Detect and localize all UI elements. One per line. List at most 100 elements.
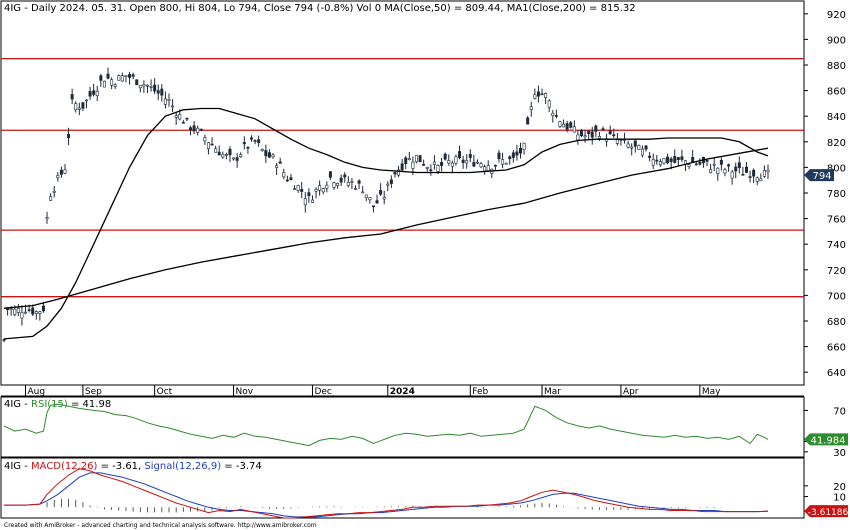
candle-body bbox=[131, 74, 135, 77]
candle-body bbox=[102, 80, 106, 88]
candle-body bbox=[217, 151, 221, 156]
candle-body bbox=[648, 155, 652, 158]
candle-body bbox=[608, 130, 612, 135]
candle-body bbox=[49, 196, 53, 201]
macd-signal-line bbox=[4, 472, 769, 518]
candle-body bbox=[540, 93, 544, 96]
macd-title-signal-value: = -3.74 bbox=[221, 461, 262, 472]
candle-body bbox=[364, 194, 368, 198]
candle-body bbox=[411, 161, 415, 169]
candle-body bbox=[386, 183, 390, 186]
candle-body bbox=[583, 135, 587, 138]
candle-body bbox=[669, 158, 673, 162]
rsi-panel: 70 30 41.984 bbox=[3, 403, 848, 459]
candle-body bbox=[318, 185, 322, 191]
candle-body bbox=[257, 139, 261, 144]
candle-body bbox=[425, 167, 429, 169]
candle-body bbox=[38, 311, 42, 314]
candle-body bbox=[443, 153, 447, 160]
candle-body bbox=[529, 106, 533, 111]
candle-body bbox=[404, 157, 408, 164]
candle-body bbox=[34, 311, 38, 315]
candle-body bbox=[210, 143, 214, 146]
candle-body bbox=[576, 134, 580, 141]
rsi-line bbox=[3, 403, 769, 447]
candle-body bbox=[626, 143, 630, 148]
candle-body bbox=[221, 153, 225, 158]
candle-body bbox=[472, 162, 476, 167]
candle-body bbox=[361, 191, 365, 194]
candle-body bbox=[181, 122, 185, 124]
month-label: Sep bbox=[85, 387, 102, 397]
candle-body bbox=[458, 151, 462, 158]
candle-body bbox=[120, 75, 124, 82]
candle-body bbox=[662, 158, 666, 164]
candle-body bbox=[371, 205, 375, 208]
candle-body bbox=[730, 171, 734, 179]
candle-body bbox=[282, 172, 286, 178]
candle-body bbox=[264, 150, 268, 157]
candle-body bbox=[27, 309, 31, 311]
candle-body bbox=[727, 164, 731, 167]
month-label: Feb bbox=[472, 387, 488, 397]
macd-last-label: -3.61186 bbox=[808, 508, 849, 518]
candle-body bbox=[734, 166, 738, 172]
price-tick-label: 860 bbox=[827, 87, 846, 98]
candle-body bbox=[615, 139, 619, 144]
price-tick-label: 760 bbox=[827, 215, 846, 226]
candle-body bbox=[450, 162, 454, 167]
candle-body bbox=[289, 177, 293, 181]
candle-body bbox=[192, 125, 196, 132]
macd-tick-label: 10 bbox=[833, 493, 846, 504]
candle-body bbox=[124, 75, 128, 77]
candle-body bbox=[483, 166, 487, 172]
candle-body bbox=[558, 121, 562, 127]
price-tick-label: 820 bbox=[827, 138, 846, 149]
candle-body bbox=[153, 84, 157, 92]
candle-body bbox=[41, 305, 45, 312]
candle-body bbox=[432, 161, 436, 165]
candle-body bbox=[293, 188, 297, 191]
candle-body bbox=[267, 152, 271, 158]
candle-body bbox=[475, 161, 479, 164]
candle-body bbox=[59, 169, 63, 175]
price-tick-label: 880 bbox=[827, 61, 846, 72]
last-price-label: 794 bbox=[812, 171, 831, 182]
candle-body bbox=[676, 157, 680, 160]
candle-body bbox=[253, 140, 257, 142]
candle-body bbox=[594, 125, 598, 132]
candle-body bbox=[587, 130, 591, 134]
month-label: Aug bbox=[28, 387, 46, 397]
candle-body bbox=[156, 90, 160, 94]
candle-body bbox=[544, 93, 548, 98]
candle-body bbox=[418, 155, 422, 163]
macd-title-signal: Signal(12,26,9) bbox=[144, 461, 221, 472]
rsi-title-main: RSI(15) bbox=[31, 399, 68, 410]
candle-body bbox=[651, 159, 655, 166]
candle-body bbox=[145, 84, 149, 87]
price-tick-label: 920 bbox=[827, 10, 846, 21]
candle-body bbox=[203, 137, 207, 142]
candle-body bbox=[658, 161, 662, 166]
candle-body bbox=[737, 162, 741, 168]
macd-line bbox=[4, 468, 769, 519]
candle-body bbox=[343, 174, 347, 178]
candle-body bbox=[235, 157, 239, 161]
price-tick-label: 780 bbox=[827, 189, 846, 200]
rsi-tick-label: 70 bbox=[833, 406, 846, 417]
candle-body bbox=[106, 73, 110, 79]
candle-body bbox=[357, 180, 361, 184]
macd-tick-label: 20 bbox=[833, 482, 846, 493]
rsi-panel-title: 4IG - RSI(15) = 41.98 bbox=[4, 399, 111, 410]
candle-body bbox=[300, 189, 304, 192]
candle-body bbox=[16, 307, 20, 313]
candle-body bbox=[551, 112, 555, 116]
price-tick-label: 740 bbox=[827, 240, 846, 251]
candle-body bbox=[694, 163, 698, 166]
candle-body bbox=[9, 308, 13, 311]
candle-body bbox=[640, 148, 644, 156]
candle-body bbox=[493, 164, 497, 167]
candle-body bbox=[612, 134, 616, 136]
candle-body bbox=[314, 189, 318, 192]
